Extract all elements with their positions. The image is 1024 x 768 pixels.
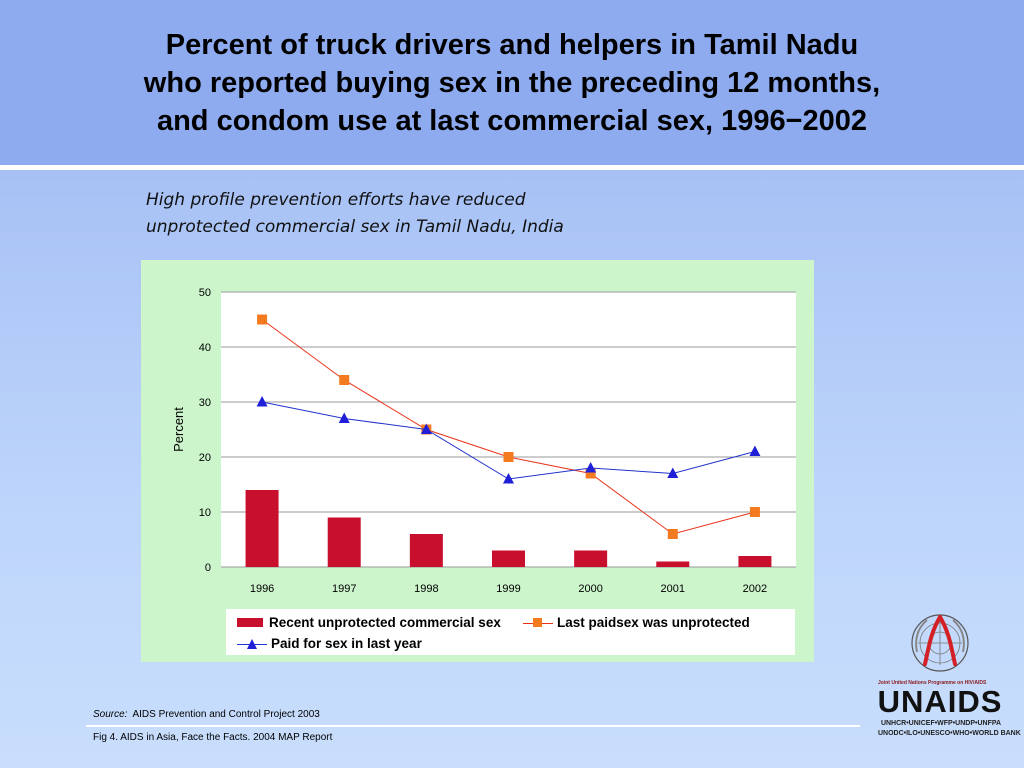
x-tick-label: 2001 xyxy=(661,583,685,595)
point-square xyxy=(339,375,350,385)
y-tick-label: 20 xyxy=(199,452,211,464)
unaids-logo: Joint United Nations Programme on HIV/AI… xyxy=(876,612,1021,742)
plot-area xyxy=(221,292,796,567)
y-tick-label: 30 xyxy=(199,397,211,409)
point-triangle xyxy=(338,412,350,423)
point-triangle xyxy=(749,445,761,456)
title-line-3: and condom use at last commercial sex, 1… xyxy=(156,104,868,137)
x-tick-label: 2002 xyxy=(743,583,767,595)
y-tick-label: 50 xyxy=(199,287,211,299)
x-tick-label: 1998 xyxy=(414,583,438,595)
bar xyxy=(574,550,608,567)
legend-square-line xyxy=(523,616,553,630)
x-tick-label: 1997 xyxy=(332,583,356,595)
subtitle: High profile prevention efforts have red… xyxy=(146,187,766,241)
point-triangle xyxy=(420,423,432,434)
subtitle-line-1: High profile prevention efforts have red… xyxy=(146,190,526,210)
legend-bar-swatch xyxy=(237,618,263,627)
point-triangle xyxy=(585,462,597,473)
y-tick-label: 10 xyxy=(199,507,211,519)
source-label: Source: xyxy=(93,709,128,720)
header-divider xyxy=(0,165,1024,170)
figure-caption: Fig 4. AIDS in Asia, Face the Facts. 200… xyxy=(93,732,333,743)
y-tick-label: 0 xyxy=(205,562,211,574)
legend-label-paid: Paid for sex in last year xyxy=(271,636,422,651)
point-square xyxy=(749,507,760,517)
chart-panel: 0 10 20 30 40 50 Percent 1996 1997 1998 1999 2000 20… xyxy=(141,260,814,662)
legend-label-unprotected: Last paidsex was unprotected xyxy=(557,615,750,630)
subtitle-line-2: unprotected commercial sex in Tamil Nadu… xyxy=(146,217,564,237)
bar xyxy=(409,534,443,567)
legend-item-paid: Paid for sex in last year xyxy=(237,636,422,651)
bar xyxy=(245,490,279,567)
footer-divider xyxy=(86,725,860,727)
legend-triangle-line xyxy=(237,637,267,651)
x-tick-label: 1999 xyxy=(496,583,520,595)
x-tick-label: 1996 xyxy=(250,583,274,595)
logo-tagline: Joint United Nations Programme on HIV/AI… xyxy=(878,680,987,686)
point-square xyxy=(585,468,596,479)
y-axis-label: Percent xyxy=(171,407,186,452)
point-triangle xyxy=(256,396,268,407)
point-triangle xyxy=(503,473,514,484)
y-tick-label: 40 xyxy=(199,342,211,354)
bar xyxy=(492,550,525,567)
chart-plot: 0 10 20 30 40 50 Percent 1996 1997 1998 1999 2000 20… xyxy=(171,287,796,595)
x-tick-label: 2000 xyxy=(578,583,602,595)
point-triangle xyxy=(667,467,679,478)
logo-wordmark: UNAIDS xyxy=(877,684,1003,719)
chart-legend: Recent unprotected commercial sex Last p… xyxy=(226,609,795,655)
title-line-1: Percent of truck drivers and helpers in … xyxy=(165,28,859,61)
bar xyxy=(656,561,690,567)
legend-label-bars: Recent unprotected commercial sex xyxy=(269,615,501,630)
point-square xyxy=(667,529,678,539)
point-square xyxy=(503,452,514,462)
un-emblem-icon xyxy=(911,614,969,672)
bar xyxy=(738,556,772,567)
logo-cosponsors-2: UNODC•ILO•UNESCO•WHO•WORLD BANK xyxy=(878,730,1021,737)
title-banner: Percent of truck drivers and helpers in … xyxy=(0,0,1024,165)
point-square xyxy=(257,314,268,325)
legend-item-bars: Recent unprotected commercial sex xyxy=(237,615,501,630)
source-note: Source: AIDS Prevention and Control Proj… xyxy=(93,709,320,720)
legend-item-unprotected: Last paidsex was unprotected xyxy=(523,615,750,630)
title-line-2: who reported buying sex in the preceding… xyxy=(143,66,881,99)
source-text: AIDS Prevention and Control Project 2003 xyxy=(132,709,320,720)
bar xyxy=(327,517,361,567)
logo-cosponsors-1: UNHCR•UNICEF•WFP•UNDP•UNFPA xyxy=(880,720,1002,727)
